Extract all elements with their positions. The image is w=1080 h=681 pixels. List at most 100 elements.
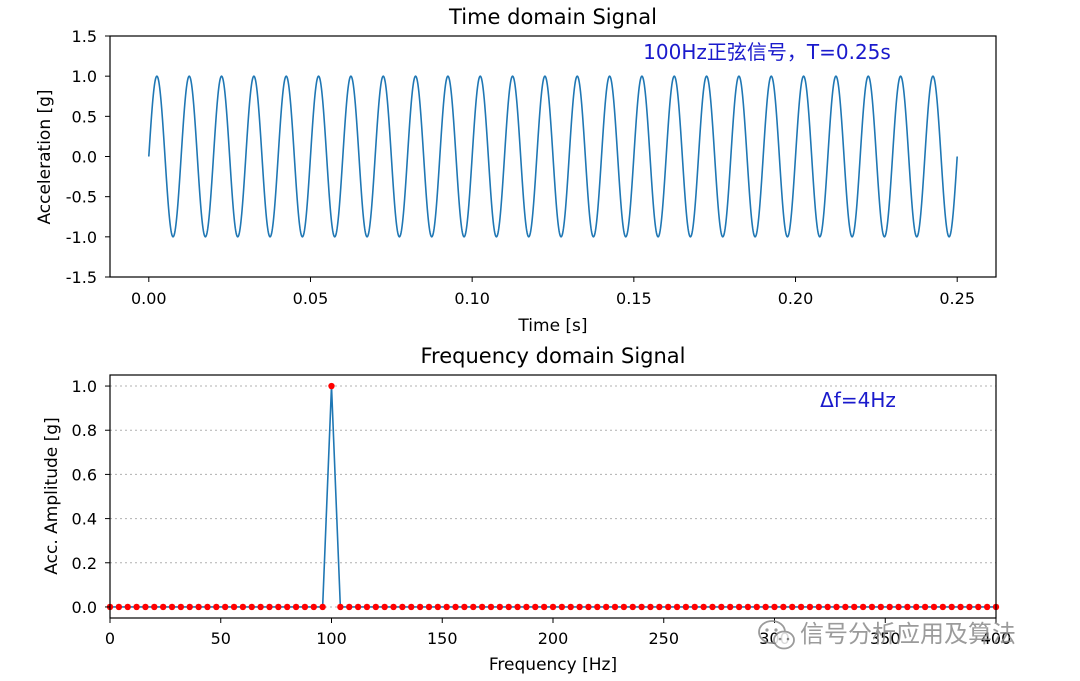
time-ytick-label: -1.5: [66, 268, 97, 287]
spectrum-point: [673, 603, 681, 611]
spectrum-point: [744, 603, 752, 611]
wechat-icon: [758, 620, 795, 650]
spectrum-point: [151, 603, 158, 611]
spectrum-point: [797, 603, 805, 611]
spectrum-point: [310, 603, 317, 611]
spectrum-point: [452, 603, 459, 611]
spectrum-point: [930, 603, 938, 611]
spectrum-point: [921, 603, 929, 611]
frequency-domain-chart: Frequency domain Signal 0 50 100 150 200 250 3…: [42, 344, 1011, 675]
frequency-xtick-label: 400: [981, 629, 1012, 648]
spectrum-point: [735, 603, 743, 611]
time-chart-annotation: 100Hz正弦信号，T=0.25s: [643, 40, 891, 64]
spectrum-point: [337, 603, 344, 611]
spectrum-point: [514, 603, 521, 611]
spectrum-point: [319, 603, 326, 611]
spectrum-point: [975, 603, 982, 611]
spectrum-point: [434, 603, 442, 611]
spectrum-point: [753, 603, 760, 611]
spectrum-point: [133, 603, 140, 611]
spectrum-point: [877, 603, 885, 611]
time-chart-ylabel: Acceleration [g]: [35, 89, 55, 224]
spectrum-point: [842, 603, 849, 611]
spectrum-point: [284, 603, 291, 611]
spectrum-point: [159, 603, 167, 611]
frequency-ytick-label: 0.2: [72, 554, 97, 573]
spectrum-point: [585, 603, 592, 611]
frequency-xtick-label: 250: [648, 629, 679, 648]
spectrum-point: [124, 603, 131, 611]
spectrum-point: [523, 603, 530, 611]
frequency-ytick-label: 0.8: [72, 421, 97, 440]
frequency-xtick-label: 50: [211, 629, 231, 648]
spectrum-point: [505, 603, 512, 611]
frequency-chart-ylabel: Acc. Amplitude [g]: [42, 417, 62, 574]
spectrum-point: [664, 603, 672, 611]
spectrum-point: [275, 603, 282, 611]
spectrum-point: [443, 603, 450, 611]
time-ytick-label: -0.5: [66, 188, 97, 207]
spectrum-point: [718, 603, 725, 611]
spectrum-point: [647, 603, 654, 611]
frequency-xtick-label: 150: [427, 629, 458, 648]
spectrum-point: [532, 603, 539, 611]
time-xtick-label: 0.15: [616, 289, 652, 308]
frequency-ytick-label: 0.0: [72, 598, 97, 617]
spectrum-point: [966, 603, 973, 611]
spectrum-point: [230, 603, 238, 611]
spectrum-point: [354, 603, 362, 611]
spectrum-point: [399, 603, 406, 611]
spectrum-point: [629, 603, 636, 611]
spectrum-point: [381, 603, 388, 611]
spectrum-point: [851, 603, 858, 611]
time-chart-title: Time domain Signal: [448, 5, 657, 29]
frequency-xtick-label: 0: [105, 629, 115, 648]
frequency-ytick-label: 1.0: [72, 377, 97, 396]
spectrum-point: [177, 603, 185, 611]
spectrum-point: [815, 603, 822, 611]
spectrum-point: [213, 603, 220, 611]
spectrum-point: [346, 603, 353, 611]
spectrum-point: [239, 603, 247, 611]
spectrum-point: [195, 603, 202, 611]
watermark-text: 信号分析应用及算法: [800, 620, 1016, 648]
time-xtick-label: 0.25: [939, 289, 975, 308]
spectrum-point: [328, 382, 335, 390]
spectrum-point: [895, 603, 902, 611]
time-xtick-label: 0.10: [454, 289, 490, 308]
spectrum-point: [833, 603, 840, 611]
frequency-chart-xlabel: Frequency [Hz]: [489, 655, 617, 675]
spectrum-point: [168, 603, 176, 611]
spectrum-point: [558, 603, 566, 611]
spectrum-point: [301, 603, 309, 611]
time-xtick-label: 0.05: [293, 289, 329, 308]
time-chart-xlabel: Time [s]: [517, 316, 587, 336]
spectrum-point: [248, 603, 255, 611]
spectrum-point: [948, 603, 955, 611]
spectrum-point: [567, 603, 574, 611]
spectrum-point: [700, 603, 707, 611]
spectrum-point: [904, 603, 911, 611]
frequency-xtick-label: 200: [538, 629, 569, 648]
spectrum-point: [363, 603, 371, 611]
time-ytick-label: 1.0: [72, 67, 97, 86]
spectrum-point: [957, 603, 964, 611]
spectrum-point: [771, 603, 778, 611]
spectrum-point: [656, 603, 663, 611]
spectrum-point: [983, 603, 991, 611]
time-domain-chart: Time domain Signal 0.00 0.05 0.10 0.15 0.20 0…: [35, 5, 997, 336]
frequency-ytick-label: 0.6: [72, 465, 97, 484]
spectrum-point: [461, 603, 468, 611]
spectrum-point: [789, 603, 796, 611]
spectrum-point: [496, 603, 504, 611]
time-ytick-label: 1.5: [72, 27, 97, 46]
spectrum-point: [115, 603, 123, 611]
spectrum-point: [727, 603, 734, 611]
time-xtick-label: 0.20: [778, 289, 814, 308]
frequency-ytick-label: 0.4: [72, 510, 97, 529]
spectrum-point: [682, 603, 690, 611]
spectrum-point: [913, 603, 920, 611]
watermark: 信号分析应用及算法: [758, 620, 1016, 650]
spectrum-point: [257, 603, 264, 611]
spectrum-point: [691, 603, 698, 611]
